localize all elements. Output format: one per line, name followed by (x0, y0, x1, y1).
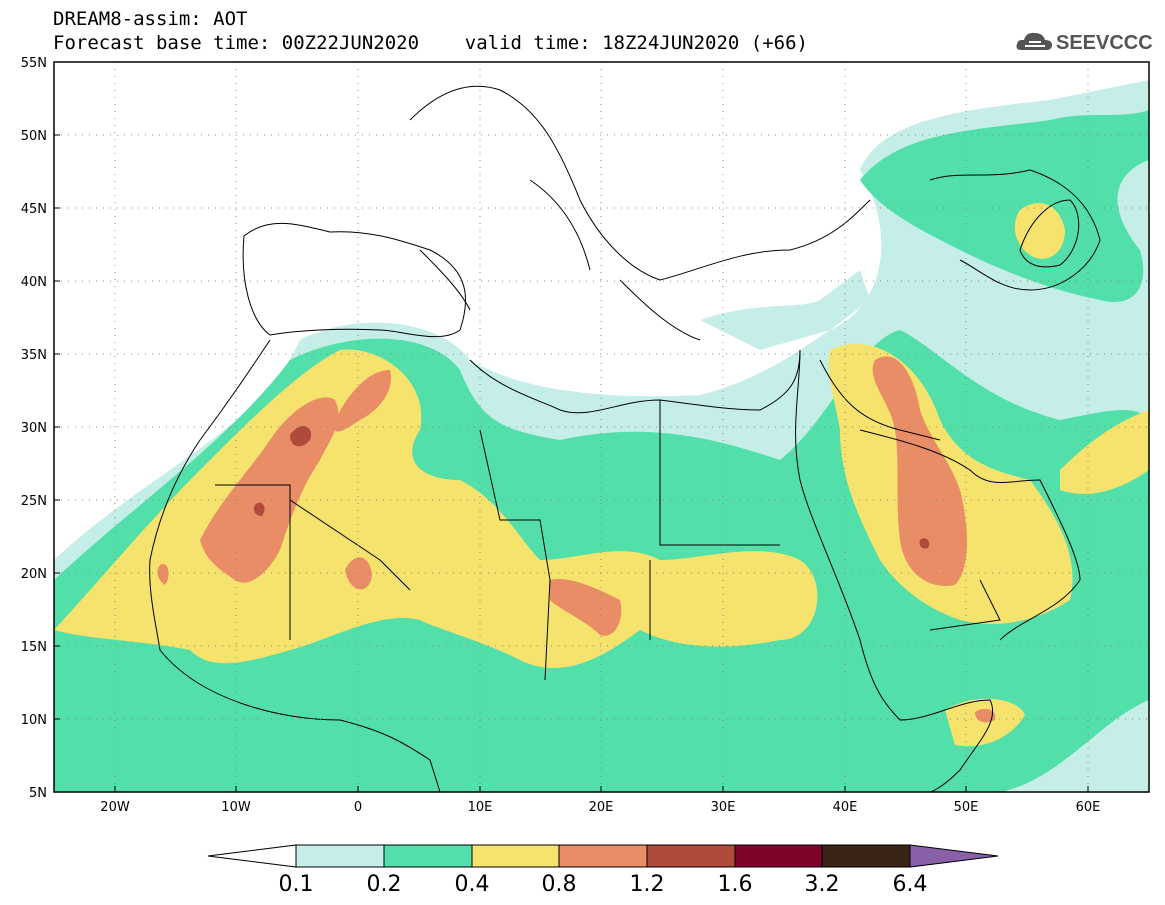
lon-label: 20E (589, 800, 614, 815)
longitude-axis: 20W 10W 0 10E 20E 30E 40E 50E 60E (100, 786, 1100, 815)
lon-label: 10E (468, 800, 493, 815)
colorbar-label: 1.2 (630, 872, 665, 897)
colorbar-swatch (558, 844, 648, 868)
colorbar-label: 3.2 (805, 872, 840, 897)
colorbar: 0.1 0.2 0.4 0.8 1.2 1.6 3.2 6.4 (207, 844, 999, 897)
colorbar-label: 0.1 (279, 872, 314, 897)
lat-label: 25N (21, 494, 47, 509)
aot-level-1.2 (253, 425, 930, 549)
lat-label: 45N (21, 202, 47, 217)
colorbar-label: 6.4 (893, 872, 928, 897)
lat-label: 50N (21, 129, 47, 144)
logo-text: SEEVCCC (1056, 32, 1153, 54)
lon-label: 40E (833, 800, 858, 815)
lon-label: 60E (1076, 800, 1101, 815)
lon-label: 30E (711, 800, 736, 815)
lat-label: 10N (21, 713, 47, 728)
lon-label: 0 (354, 800, 362, 815)
colorbar-swatch (295, 844, 385, 868)
colorbar-swatch (734, 844, 823, 868)
product-title: DREAM8-assim: AOT (53, 8, 248, 30)
lat-label: 5N (29, 786, 47, 801)
graticule (54, 62, 1149, 792)
lat-label: 20N (21, 567, 47, 582)
colorbar-swatch (646, 844, 736, 868)
colorbar-label: 0.2 (367, 872, 402, 897)
colorbar-swatch (383, 844, 473, 868)
lat-label: 30N (21, 421, 47, 436)
coastlines (149, 85, 1101, 792)
lat-label: 55N (21, 56, 47, 71)
cloud-icon (1016, 32, 1052, 50)
colorbar-label: 1.6 (718, 872, 753, 897)
colorbar-swatch (821, 844, 911, 868)
latitude-axis: 55N 50N 45N 40N 35N 30N 25N 20N 15N 10N … (21, 56, 60, 801)
lat-label: 40N (21, 275, 47, 290)
colorbar-label: 0.8 (542, 872, 577, 897)
lat-label: 15N (21, 640, 47, 655)
colorbar-swatch (471, 844, 560, 868)
lon-label: 20W (100, 800, 130, 815)
forecast-time-line: Forecast base time: 00Z22JUN2020 valid t… (53, 32, 808, 54)
colorbar-high-arrow (909, 844, 999, 868)
colorbar-low-arrow (207, 844, 297, 868)
lon-label: 50E (954, 800, 979, 815)
colorbar-label: 0.4 (455, 872, 490, 897)
lat-label: 35N (21, 348, 47, 363)
lon-label: 10W (221, 800, 251, 815)
seevccc-logo: SEEVCCC (1016, 32, 1153, 54)
aot-field (54, 62, 1149, 792)
